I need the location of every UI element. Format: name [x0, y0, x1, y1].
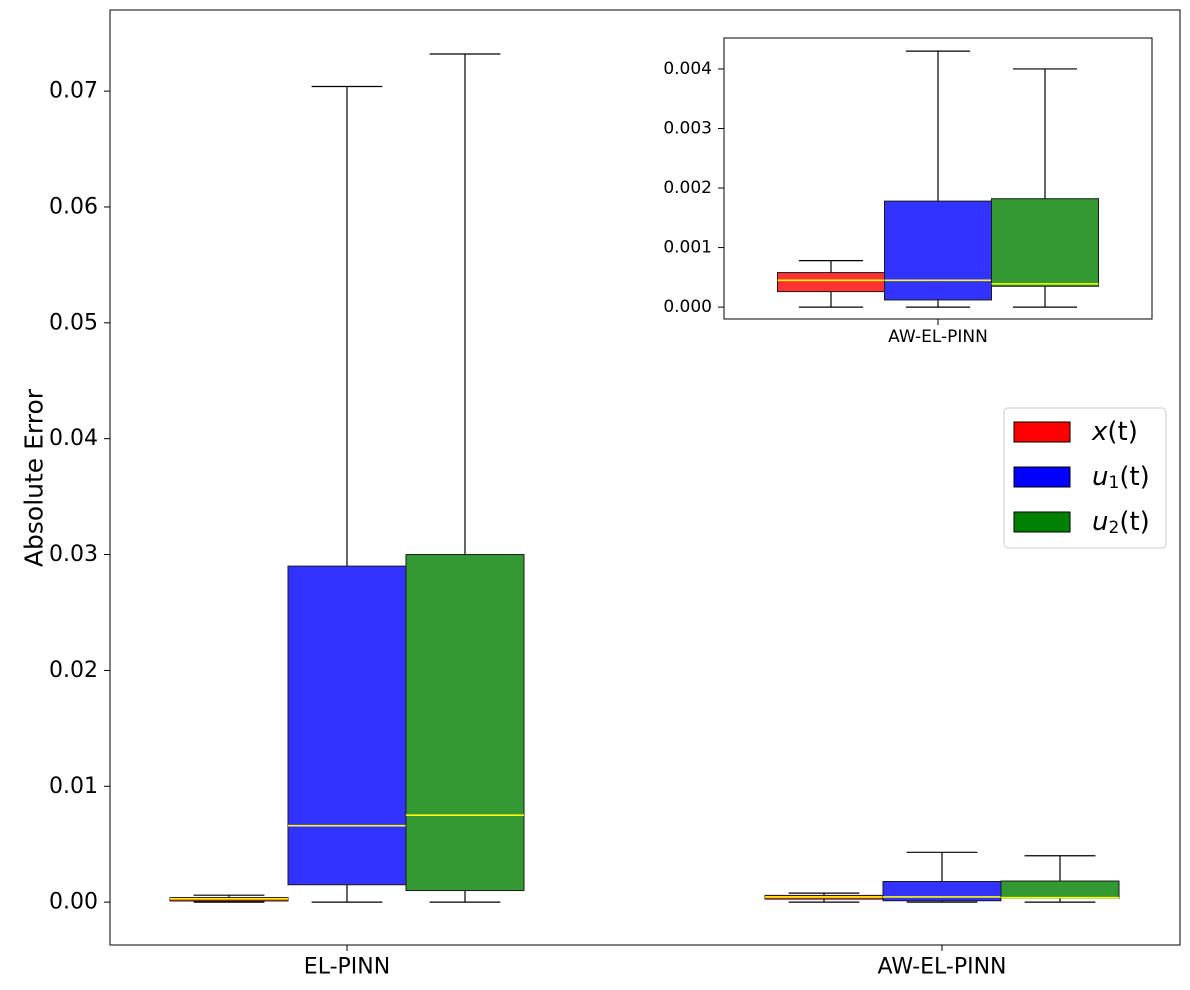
box-iqr — [405, 554, 525, 892]
inset-y-tick-label: 0.003 — [663, 118, 712, 138]
box-iqr — [287, 565, 407, 886]
main-y-tick-label: 0.01 — [49, 774, 98, 799]
legend-label-2: u2(t) — [1092, 507, 1150, 538]
y-axis-label: Absolute Error — [20, 388, 49, 567]
inset-y-tick-label: 0.001 — [663, 238, 712, 258]
main-x-tick-label: EL-PINN — [304, 955, 390, 980]
legend-swatch-1 — [1013, 466, 1071, 488]
legend-label-subscript: 2 — [1108, 518, 1119, 538]
legend-label-subscript: 1 — [1108, 473, 1119, 493]
inset-box-aw-el-pinn-series-1 — [884, 50, 992, 308]
main-x-tick-label: AW-EL-PINN — [877, 955, 1006, 980]
inset-box-aw-el-pinn-series-2 — [991, 68, 1099, 308]
legend-label-0: x(t) — [1091, 417, 1138, 447]
main-y-tick-label: 0.00 — [49, 890, 98, 915]
inset-x-tick-label: AW-EL-PINN — [888, 327, 988, 347]
box-iqr — [882, 881, 1002, 902]
box-iqr — [884, 200, 992, 301]
legend-label-variable: x — [1091, 417, 1108, 447]
legend-label-variable: u — [1092, 507, 1108, 537]
main-box-el-pinn-series-1 — [287, 85, 407, 903]
main-box-aw-el-pinn-series-0 — [764, 892, 884, 903]
main-y-tick-label: 0.05 — [49, 310, 98, 335]
legend-swatch-0 — [1013, 421, 1071, 443]
main-y-tick-label: 0.06 — [49, 194, 98, 219]
legend: x(t)u1(t)u2(t) — [1003, 407, 1167, 549]
box-iqr — [777, 272, 885, 293]
main-box-el-pinn-series-2 — [405, 53, 525, 903]
main-y-tick-label: 0.04 — [49, 426, 98, 451]
legend-label-variable: u — [1092, 462, 1108, 492]
main-y-tick-label: 0.07 — [49, 79, 98, 104]
legend-label-1: u1(t) — [1092, 462, 1150, 493]
main-box-aw-el-pinn-series-2 — [1000, 855, 1120, 903]
legend-swatch-2 — [1013, 511, 1071, 533]
inset-box-aw-el-pinn-series-0 — [777, 260, 885, 308]
inset-y-tick-label: 0.000 — [663, 297, 712, 317]
legend-label-suffix: (t) — [1119, 462, 1149, 492]
main-y-tick-label: 0.02 — [49, 658, 98, 683]
inset-y-tick-label: 0.004 — [663, 59, 712, 79]
legend-label-suffix: (t) — [1119, 507, 1149, 537]
box-iqr — [991, 198, 1099, 287]
inset-y-tick-label: 0.002 — [663, 178, 712, 198]
inset-plot: 0.000 0.001 0.002 0.003 0.004 AW-EL-PINN — [663, 37, 1153, 347]
main-box-el-pinn-series-0 — [169, 894, 289, 903]
legend-label-suffix: (t) — [1107, 417, 1137, 447]
box-iqr — [1000, 880, 1120, 899]
main-box-aw-el-pinn-series-1 — [882, 851, 1002, 903]
main-y-tick-label: 0.03 — [49, 542, 98, 567]
